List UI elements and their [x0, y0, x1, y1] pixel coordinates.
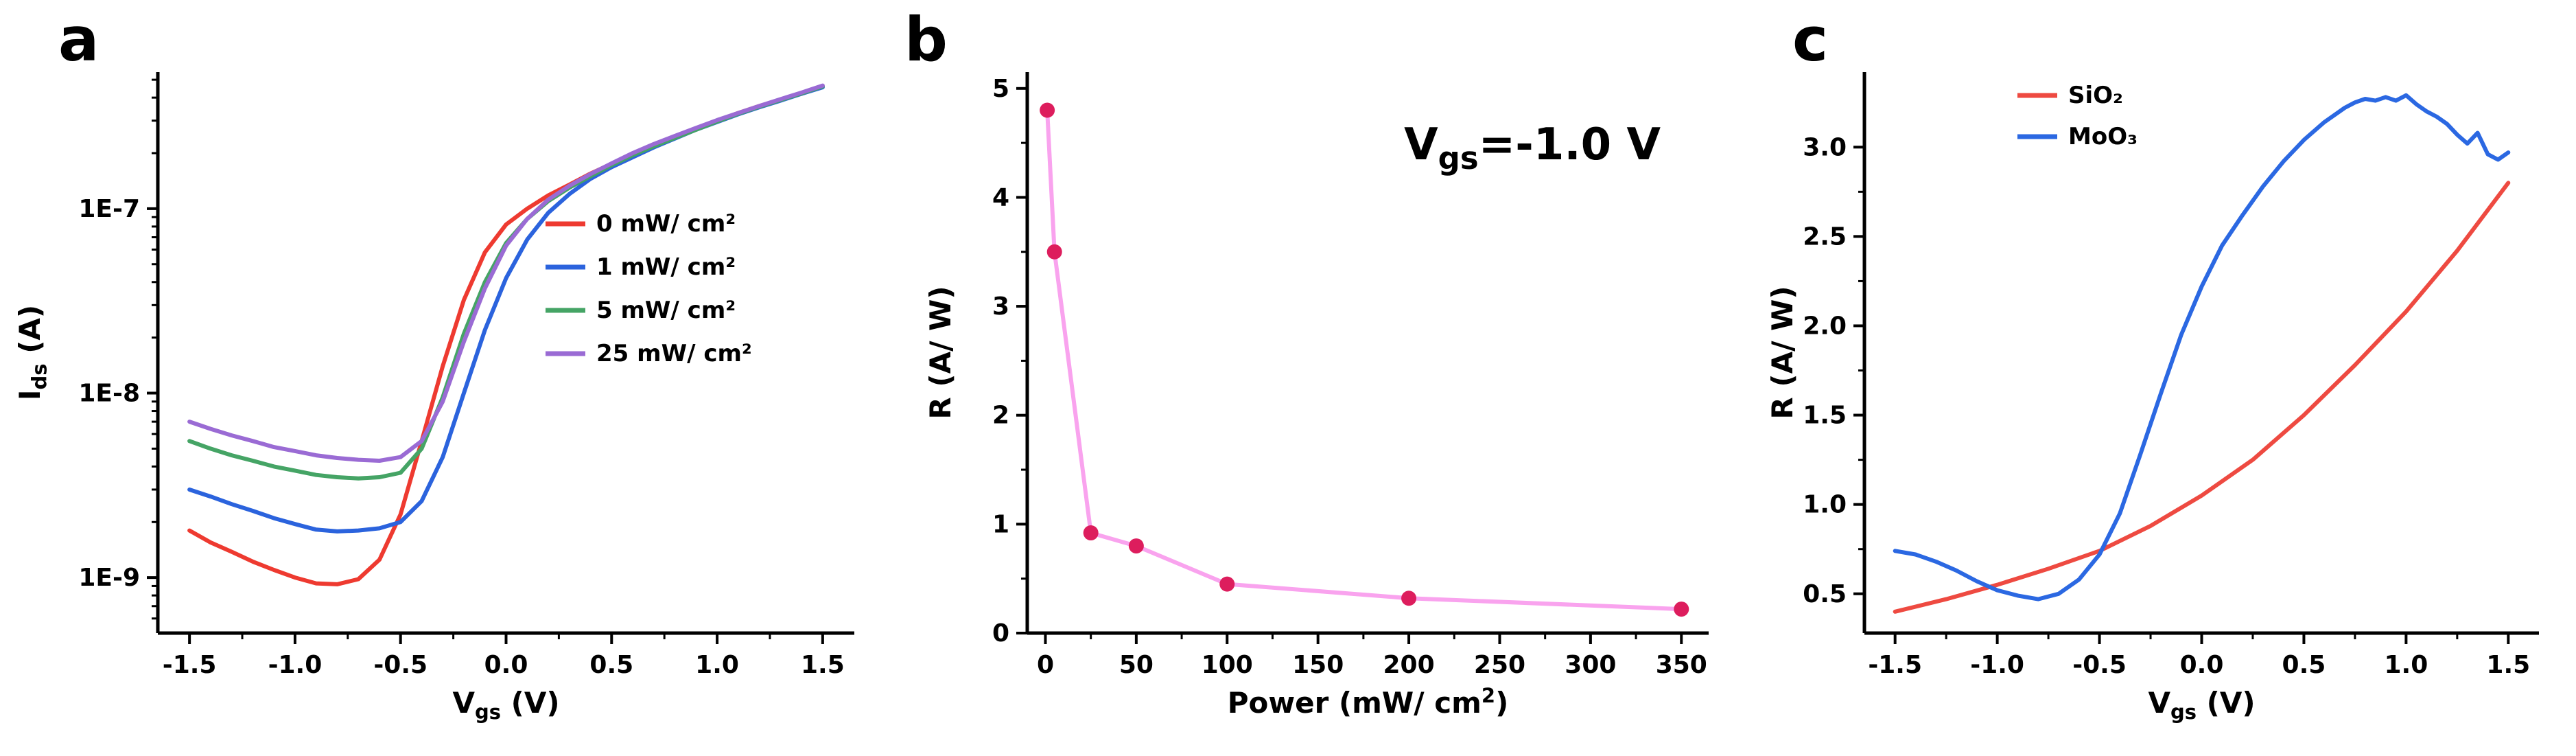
b-series-marker-0 [1674, 602, 1689, 617]
b-y-tick-label: 5 [992, 75, 1009, 103]
a-legend-label-1: 1 mW/ cm² [596, 253, 736, 281]
c-y-tick-label: 2.0 [1803, 312, 1847, 340]
a-y-tick-label: 1E-9 [78, 564, 140, 592]
b-y-tick-label: 2 [992, 402, 1009, 430]
b-x-axis-title: Power (mW/ cm2) [1228, 684, 1509, 720]
a-y-tick-label: 1E-7 [78, 195, 140, 223]
b-series-marker-0 [1219, 576, 1235, 592]
a-x-tick-label: -0.5 [373, 651, 428, 679]
a-legend-label-3: 25 mW/ cm² [596, 340, 752, 367]
a-x-tick-label: 0.5 [589, 651, 633, 679]
b-x-tick-label: 100 [1202, 651, 1253, 679]
c-y-tick-label: 0.5 [1803, 580, 1847, 608]
c-y-tick-label: 2.5 [1803, 222, 1847, 251]
chart-b-responsivity-vs-power: 0 50 100 150 200 250 300 350 0 1 2 3 4 5 Power (mW/ cm… [924, 72, 1709, 720]
a-legend: 0 mW/ cm² 1 mW/ cm² 5 mW/ cm² 25 mW/ cm² [546, 210, 752, 367]
b-series-marker-0 [1040, 102, 1055, 118]
a-x-axis-title: Vgs (V) [452, 686, 559, 724]
chart-a-transfer-curves: -1.5 -1.0 -0.5 0.0 0.5 1.0 1.5 1E-9 1E-8 1E-7 Vgs … [13, 72, 854, 724]
b-series-line-0 [1045, 108, 1684, 612]
b-y-tick-label: 1 [992, 510, 1009, 538]
a-x-tick-label: -1.5 [163, 651, 217, 679]
a-series-line-0 [187, 84, 825, 586]
b-y-tick-label: 0 [992, 619, 1009, 648]
c-series-line-0 [1893, 181, 2511, 614]
c-x-tick-label: 1.0 [2384, 651, 2428, 679]
a-series-line-3 [187, 83, 825, 463]
c-x-tick-label: -0.5 [2072, 651, 2127, 679]
a-x-tick-label: 1.5 [801, 651, 845, 679]
b-plot: 0 50 100 150 200 250 300 350 0 1 2 3 4 5 Power (mW/ cm… [924, 72, 1709, 720]
c-legend: SiO₂ MoO₃ [2017, 82, 2138, 150]
b-annotation: Vgs=-1.0 V [1404, 119, 1661, 176]
c-legend-label-1: MoO₃ [2068, 123, 2138, 150]
b-x-tick-label: 50 [1119, 651, 1154, 679]
panel-label-c: c [1792, 4, 1829, 75]
c-y-tick-label: 3.0 [1803, 133, 1847, 161]
b-series-marker-0 [1046, 244, 1062, 260]
b-x-tick-label: 250 [1474, 651, 1525, 679]
c-y-tick-label: 1.5 [1803, 402, 1847, 430]
b-series-marker-0 [1401, 591, 1417, 606]
a-legend-label-2: 5 mW/ cm² [596, 297, 736, 324]
c-x-axis-title: Vgs (V) [2148, 686, 2255, 724]
b-series-marker-0 [1128, 538, 1144, 554]
c-y-tick-label: 1.0 [1803, 491, 1847, 519]
a-x-tick-label: 1.0 [695, 651, 739, 679]
c-x-tick-label: 1.5 [2486, 651, 2530, 679]
panel-label-b: b [904, 4, 948, 75]
a-x-tick-label: -1.0 [268, 651, 323, 679]
a-x-tick-label: 0.0 [484, 651, 528, 679]
b-y-tick-label: 4 [992, 183, 1009, 211]
b-x-tick-label: 200 [1383, 651, 1435, 679]
c-series-line-1 [1893, 93, 2511, 602]
b-series-marker-0 [1083, 525, 1099, 541]
c-x-tick-label: -1.5 [1868, 651, 1922, 679]
c-x-tick-label: -1.0 [1970, 651, 2024, 679]
a-plot: -1.5 -1.0 -0.5 0.0 0.5 1.0 1.5 1E-9 1E-8 1E-7 Vgs … [13, 72, 854, 724]
c-x-tick-label: 0.5 [2282, 651, 2326, 679]
a-y-tick-label: 1E-8 [78, 380, 140, 408]
c-y-axis-title: R (A/ W) [1766, 286, 1799, 419]
b-x-tick-label: 350 [1656, 651, 1707, 679]
b-y-axis-title: R (A/ W) [924, 286, 957, 419]
b-y-tick-label: 3 [992, 293, 1009, 321]
panel-label-a: a [58, 4, 99, 75]
c-legend-label-0: SiO₂ [2068, 82, 2123, 109]
a-y-axis-title: Ids (A) [13, 305, 51, 400]
b-x-tick-label: 150 [1292, 651, 1344, 679]
a-legend-label-0: 0 mW/ cm² [596, 210, 736, 238]
chart-c-responsivity-vs-vgs: -1.5 -1.0 -0.5 0.0 0.5 1.0 1.5 0.5 1.0 1.5 2.0 2.5 3… [1766, 72, 2539, 724]
c-plot: -1.5 -1.0 -0.5 0.0 0.5 1.0 1.5 0.5 1.0 1.5 2.0 2.5 3… [1766, 72, 2539, 724]
b-x-tick-label: 300 [1565, 651, 1616, 679]
b-x-tick-label: 0 [1037, 651, 1054, 679]
c-x-tick-label: 0.0 [2180, 651, 2224, 679]
